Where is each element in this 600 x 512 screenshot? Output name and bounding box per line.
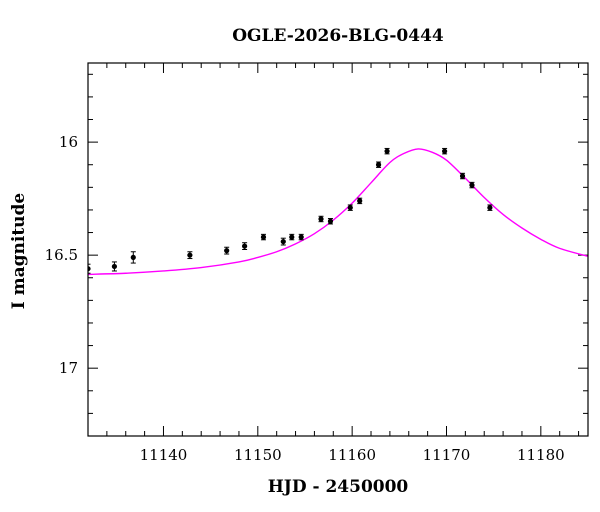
data-point: [327, 218, 334, 225]
x-tick-label: 11140: [140, 446, 188, 464]
data-marker: [487, 205, 493, 211]
data-marker: [187, 252, 193, 258]
data-marker: [347, 205, 353, 211]
data-marker: [318, 216, 324, 222]
data-marker: [469, 182, 475, 188]
data-marker: [298, 234, 304, 240]
data-marker: [442, 148, 448, 154]
y-axis-label: I magnitude: [9, 193, 29, 310]
tick-labels: 11140 11150 11160 11170 11180 16 16.5 17: [45, 133, 565, 464]
data-point: [384, 147, 390, 155]
model-curve-layer: [88, 148, 588, 276]
data-point: [88, 263, 91, 274]
data-marker: [327, 218, 334, 224]
data-marker: [357, 198, 363, 204]
chart-title: OGLE-2026-BLG-0444: [232, 26, 444, 46]
data-point: [187, 251, 193, 260]
data-point: [224, 246, 230, 255]
data-point: [289, 233, 295, 241]
data-marker: [260, 234, 267, 240]
x-tick-label: 11160: [328, 446, 376, 464]
data-point: [111, 261, 118, 272]
data-marker: [88, 266, 91, 272]
x-tick-label: 11180: [517, 446, 565, 464]
data-point: [487, 204, 493, 211]
data-point: [318, 215, 324, 223]
data-point: [357, 197, 363, 205]
data-marker: [130, 254, 136, 261]
data-marker: [242, 243, 248, 249]
data-point: [298, 233, 304, 241]
model-curve: [88, 148, 588, 276]
x-tick-label: 11170: [423, 446, 471, 464]
axis-ticks: [87, 63, 588, 437]
data-point: [130, 251, 136, 264]
y-tick-label: 17: [59, 359, 78, 377]
data-marker: [111, 263, 118, 270]
y-tick-label: 16.5: [45, 246, 78, 264]
data-point: [459, 172, 466, 180]
data-point: [242, 242, 248, 250]
data-marker: [384, 148, 390, 154]
plot-frame: [87, 62, 589, 437]
data-point: [260, 233, 267, 241]
data-point: [469, 181, 475, 189]
data-marker: [280, 238, 286, 245]
data-point: [347, 204, 353, 211]
data-point: [375, 161, 382, 168]
data-points-layer: [88, 147, 493, 274]
x-axis-label: HJD - 2450000: [268, 477, 409, 497]
data-marker: [459, 173, 466, 179]
data-point: [280, 237, 286, 246]
data-marker: [224, 248, 230, 254]
x-tick-label: 11150: [234, 446, 282, 464]
data-point: [442, 147, 448, 155]
y-tick-label: 16: [59, 133, 78, 151]
data-marker: [289, 234, 295, 240]
data-marker: [375, 162, 382, 168]
